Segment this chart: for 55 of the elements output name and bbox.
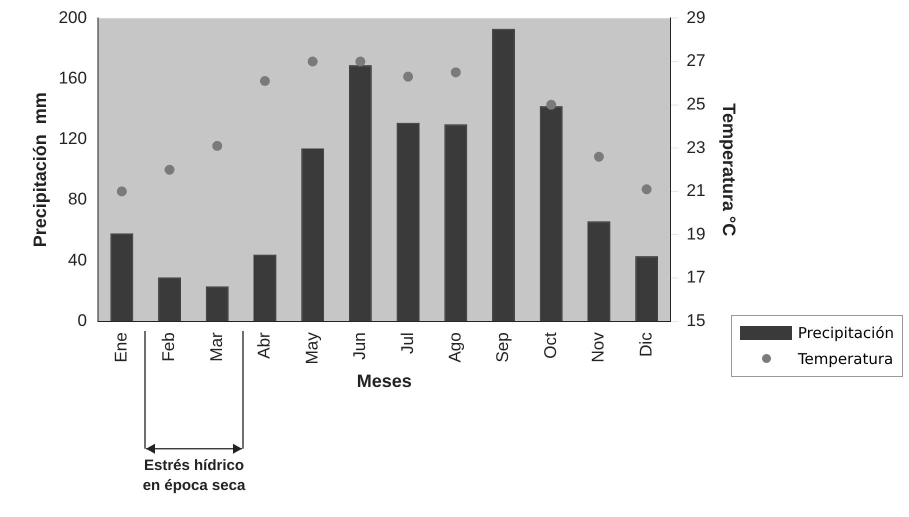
point [212,140,222,151]
point [116,186,127,196]
bar [492,28,515,322]
y2-tick-label: 19 [686,224,706,244]
y2-tick-label: 15 [686,310,706,330]
bar [348,65,372,322]
bar [206,286,229,322]
text: Estrés hídrico en época seca [142,457,246,494]
point [403,72,414,82]
y2-tick-label: 23 [686,138,706,157]
point [450,67,461,78]
x-tick-label: May [302,332,322,364]
y2-tick-label: 17 [686,268,706,287]
y-tick-label: 0 [77,310,87,330]
bar [587,221,610,322]
point [355,56,366,66]
y-tick-label: 160 [58,68,87,88]
y-tick-label: 120 [58,129,87,148]
x-tick-label: Jun [350,332,370,360]
x-tick-label: Oct [540,332,560,359]
legend-label: Temperatura [798,350,894,368]
point [594,152,604,162]
y2-tick-label: 25 [686,94,706,114]
point [260,76,270,86]
x-tick-label: Nov [588,332,608,363]
y-tick-label: 40 [68,250,87,270]
y-tick-label: 80 [68,190,87,209]
point [546,100,556,110]
y2-tick-label: 29 [686,8,706,27]
x-tick-label: Feb [159,332,178,362]
point [308,56,318,66]
bar [301,148,324,322]
bar [396,122,420,322]
y2-axis-title: Temperatura °C [719,103,740,236]
bar [254,254,276,322]
legend-label: Precipitación [798,324,894,342]
x-tick-label: Mar [206,332,226,362]
y-tick-label: 200 [58,8,87,27]
x-tick-label: Sep [493,332,512,363]
bar [540,106,563,322]
y2-tick-label: 27 [686,51,706,70]
x-tick-label: Jul [398,332,417,354]
y2-tick-label: 21 [686,181,706,200]
x-tick-label: Ene [112,332,131,363]
x-axis-title: Meses [356,371,412,392]
point [642,184,652,194]
bar [444,124,468,322]
x-tick-label: Dic [636,332,656,357]
bar [635,256,658,322]
bar [158,277,181,322]
y-axis-title: Precipitación mm [30,92,50,248]
x-tick-label: Ago [445,332,464,363]
point [164,164,175,175]
x-tick-label: Abr [254,332,274,359]
bar [110,233,134,322]
